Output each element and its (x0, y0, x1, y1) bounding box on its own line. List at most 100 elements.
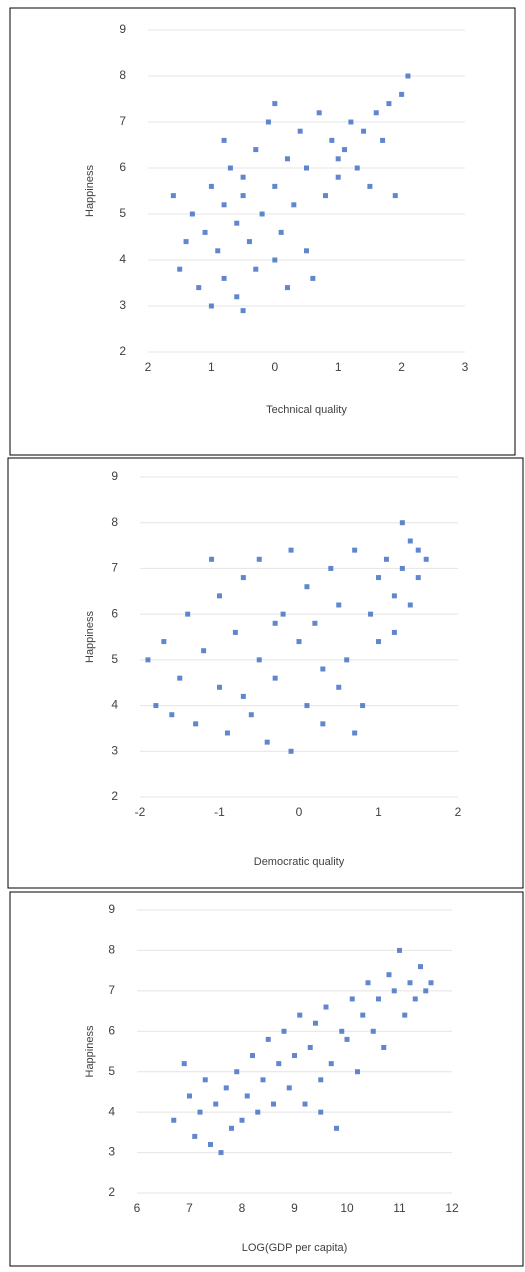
point (360, 1012, 366, 1018)
y-axis-title: Happiness (84, 165, 96, 217)
point (271, 1101, 276, 1107)
point (365, 980, 371, 986)
point (323, 1004, 329, 1010)
point (145, 657, 151, 663)
y-tick-label: 8 (108, 943, 115, 957)
point (253, 266, 259, 272)
point (272, 257, 278, 263)
y-tick-label: 8 (119, 68, 126, 82)
point (399, 520, 405, 526)
point (291, 202, 297, 208)
point (234, 1069, 240, 1075)
point (208, 303, 214, 309)
point (272, 620, 278, 626)
x-tick-label: 9 (291, 1201, 298, 1215)
point (259, 211, 265, 217)
point (240, 193, 246, 199)
point (296, 639, 302, 645)
point (391, 988, 397, 994)
point (234, 294, 240, 300)
x-tick-label: 7 (186, 1201, 193, 1215)
point (376, 996, 381, 1002)
x-axis-title: Technical quality (266, 404, 347, 416)
x-tick-label: 10 (340, 1201, 354, 1215)
point (297, 1012, 303, 1018)
point (415, 547, 421, 553)
point (264, 739, 270, 745)
x-tick-label: 2 (455, 805, 462, 819)
point (336, 684, 342, 690)
x-tick-label: -2 (135, 805, 146, 819)
point (260, 1077, 266, 1083)
y-tick-label: 5 (119, 206, 126, 220)
x-tick-label: 0 (296, 805, 303, 819)
point (386, 972, 392, 978)
y-tick-label: 4 (108, 1104, 115, 1118)
point (399, 565, 405, 571)
point (373, 110, 379, 116)
point (177, 675, 183, 681)
point (265, 1036, 271, 1042)
point (272, 183, 278, 189)
point (189, 211, 195, 217)
point (376, 575, 381, 581)
point (280, 611, 286, 617)
point (169, 712, 175, 718)
point (328, 1061, 334, 1067)
y-axis-title: Happiness (84, 611, 96, 663)
y-tick-label: 4 (111, 698, 118, 712)
y-tick-label: 5 (111, 652, 118, 666)
x-tick-label: 1 (375, 805, 382, 819)
point (213, 1101, 219, 1107)
point (355, 1069, 360, 1075)
y-axis-title: Happiness (84, 1025, 96, 1077)
point (183, 239, 189, 245)
point (391, 593, 397, 599)
point (224, 730, 230, 736)
point (292, 1053, 297, 1059)
y-tick-label: 9 (108, 902, 115, 916)
point (240, 693, 246, 699)
y-tick-label: 9 (111, 469, 118, 483)
point (196, 285, 202, 291)
point (208, 1141, 213, 1147)
point (423, 988, 429, 994)
point (318, 1077, 324, 1083)
point (272, 675, 278, 681)
point (202, 1077, 208, 1083)
point (415, 575, 421, 581)
point (344, 657, 350, 663)
point (170, 193, 176, 199)
y-tick-label: 7 (111, 561, 118, 575)
point (360, 703, 366, 709)
x-tick-label: 2 (145, 360, 152, 374)
point (187, 1093, 192, 1099)
point (201, 648, 207, 654)
point (221, 275, 227, 281)
point (352, 730, 358, 736)
point (215, 248, 221, 254)
point (428, 980, 434, 986)
y-tick-label: 7 (108, 983, 115, 997)
point (265, 119, 271, 125)
x-tick-label: 0 (271, 360, 278, 374)
point (218, 1150, 224, 1156)
point (181, 1061, 187, 1067)
point (407, 602, 413, 608)
y-tick-label: 6 (108, 1023, 115, 1037)
point (349, 996, 355, 1002)
y-tick-label: 2 (119, 344, 126, 358)
point (255, 1109, 261, 1115)
point (320, 666, 326, 672)
x-tick-label: 2 (398, 360, 405, 374)
point (253, 147, 259, 153)
point (209, 556, 215, 562)
y-tick-label: 7 (119, 114, 126, 128)
x-tick-label: 1 (208, 360, 215, 374)
point (256, 556, 262, 562)
point (234, 220, 240, 226)
y-tick-label: 9 (119, 22, 126, 36)
point (336, 602, 342, 608)
point (335, 156, 341, 162)
y-tick-label: 5 (108, 1064, 115, 1078)
